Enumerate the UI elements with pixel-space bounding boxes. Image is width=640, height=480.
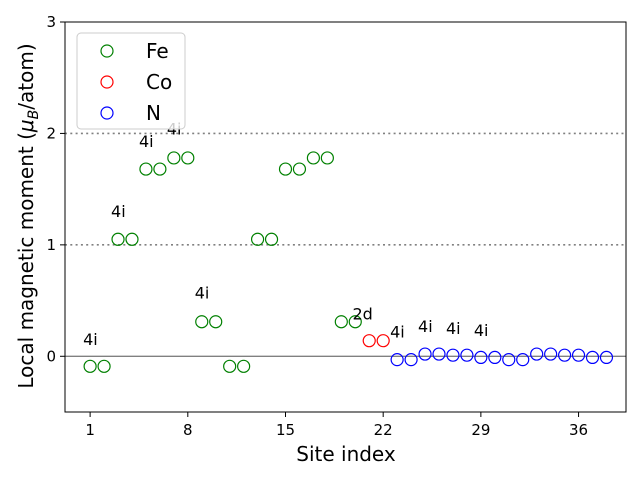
point-fe-11 (223, 359, 237, 373)
y-axis-label-mu: μ (14, 119, 38, 133)
point-fe-12 (237, 359, 251, 373)
point-fe-10 (209, 315, 223, 329)
point-fe-6 (153, 162, 167, 176)
point-n-34 (544, 347, 558, 361)
point-n-36 (571, 348, 586, 362)
axis-ticks: 1 8 15 22 29 36 0 1 2 3 (46, 13, 588, 439)
x-tick-label: 15 (276, 421, 295, 439)
y-tick-label: 2 (46, 124, 56, 142)
legend-label-n: N (146, 101, 161, 125)
point-n-33 (530, 347, 544, 361)
x-tick-label: 36 (569, 421, 588, 439)
y-axis-label-suffix: /atom) (14, 43, 38, 109)
point-n-26 (432, 347, 446, 361)
point-fe-7 (167, 151, 181, 165)
y-tick-label: 0 (46, 347, 56, 365)
point-co-21 (362, 334, 376, 348)
point-fe-3 (111, 232, 125, 246)
point-n-27 (446, 348, 460, 362)
point-fe-16 (292, 162, 307, 176)
point-fe-20 (348, 315, 362, 329)
point-n-24 (404, 353, 418, 367)
annotation-label-1: 4i (111, 202, 126, 221)
annotation-label-9: 4i (474, 321, 489, 340)
point-fe-5 (139, 162, 153, 176)
annotation-label-2: 4i (139, 132, 154, 151)
annotations: 4i4i4i4i4i2d4i4i4i4i (83, 120, 488, 350)
point-fe-2 (97, 359, 111, 373)
point-fe-17 (306, 151, 321, 165)
point-co-22 (376, 334, 390, 348)
plot-frame (64, 21, 627, 413)
y-tick-label: 1 (46, 236, 56, 254)
y-tick-label: 3 (46, 13, 56, 31)
annotation-label-6: 4i (390, 322, 405, 341)
point-fe-9 (195, 315, 209, 329)
x-tick-label: 8 (183, 421, 193, 439)
point-n-37 (585, 350, 600, 364)
point-fe-15 (278, 162, 293, 176)
y-axis-label-sub: B (26, 110, 42, 120)
point-n-23 (390, 353, 404, 367)
point-fe-4 (125, 232, 139, 246)
point-fe-19 (334, 315, 348, 329)
point-n-29 (474, 350, 488, 364)
annotation-label-5: 2d (352, 305, 372, 324)
legend-box (76, 32, 186, 130)
point-fe-18 (320, 151, 334, 165)
x-tick-label: 22 (374, 421, 393, 439)
reference-lines (65, 132, 626, 357)
annotation-label-0: 4i (83, 330, 98, 349)
point-n-25 (418, 347, 432, 361)
point-n-38 (599, 350, 614, 364)
annotation-label-8: 4i (446, 319, 461, 338)
x-tick-label: 29 (471, 421, 490, 439)
point-n-32 (516, 353, 530, 367)
point-fe-13 (250, 232, 265, 246)
legend: Fe Co N (76, 32, 186, 130)
x-axis-label: Site index (296, 442, 396, 466)
legend-marker-co (100, 75, 114, 89)
point-n-31 (502, 353, 516, 367)
x-tick-label: 1 (85, 421, 95, 439)
point-n-30 (488, 350, 502, 364)
point-fe-8 (181, 151, 195, 165)
annotation-label-7: 4i (418, 317, 433, 336)
annotation-label-4: 4i (195, 283, 210, 302)
legend-label-co: Co (146, 70, 172, 94)
y-axis-label-prefix: Local magnetic moment ( (14, 132, 38, 389)
point-fe-1 (83, 359, 97, 373)
point-n-28 (460, 348, 474, 362)
legend-label-fe: Fe (146, 39, 169, 63)
y-axis-label: Local magnetic moment (μB/atom) (14, 43, 42, 388)
point-n-35 (557, 348, 572, 362)
legend-marker-n (100, 106, 114, 120)
point-fe-14 (264, 232, 279, 246)
legend-marker-fe (100, 44, 114, 58)
data-points (83, 151, 614, 373)
